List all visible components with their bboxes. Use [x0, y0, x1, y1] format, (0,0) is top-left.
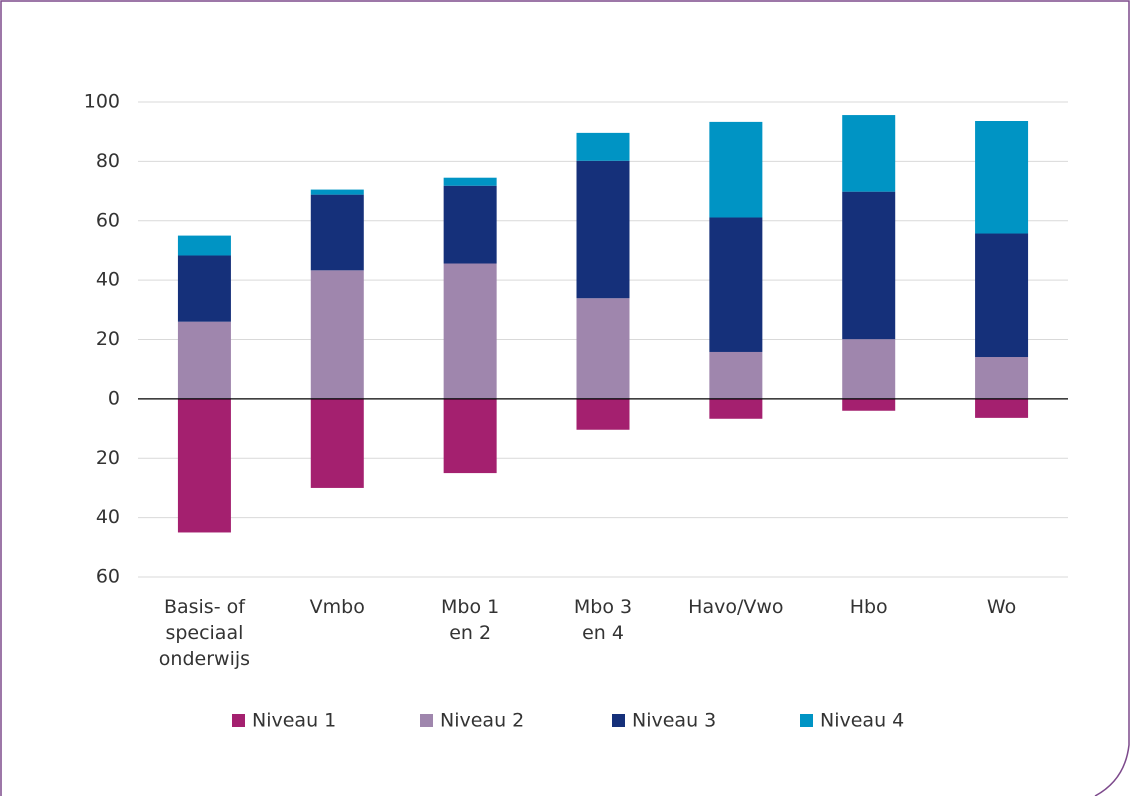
bar-segment [842, 398, 896, 411]
legend-swatch [612, 714, 625, 727]
legend-label: Niveau 2 [440, 710, 524, 732]
bar-segment [842, 191, 896, 340]
legend-label: Niveau 3 [632, 710, 716, 732]
bar-segment [709, 217, 763, 352]
legend-label: Niveau 1 [252, 710, 336, 732]
y-tick-label: 20 [96, 447, 120, 469]
x-tick-label: Wo [986, 596, 1017, 618]
bar-segment [842, 339, 896, 399]
bar-segment [709, 351, 763, 399]
x-tick-label: Mbo 1 en 2 [441, 596, 500, 644]
bar-segment [443, 185, 497, 264]
bar-segment [310, 270, 364, 399]
x-tick-label: Vmbo [309, 596, 365, 618]
bar-segment [443, 263, 497, 399]
bar-segment [576, 160, 630, 299]
x-tick-label: Havo/Vwo [688, 596, 784, 618]
bar-segment [576, 398, 630, 430]
bar-segment [975, 233, 1029, 358]
bar-segment [177, 398, 231, 533]
legend-swatch [232, 714, 245, 727]
y-tick-label: 40 [96, 506, 120, 528]
bar-segment [443, 177, 497, 186]
bar-segment [443, 398, 497, 474]
bar-segment [576, 132, 630, 161]
legend-swatch [800, 714, 813, 727]
y-tick-label: 80 [96, 150, 120, 172]
y-tick-label: 60 [96, 566, 120, 588]
bar-segment [177, 235, 231, 256]
bar-segment [177, 255, 231, 322]
y-tick-label: 100 [84, 91, 120, 113]
x-tick-label: Basis- of speciaal onderwijs [158, 596, 251, 670]
legend-swatch [420, 714, 433, 727]
bar-segment [709, 121, 763, 218]
bar-segment [310, 189, 364, 195]
bar-segment [310, 398, 364, 488]
y-tick-label: 60 [96, 209, 120, 231]
bar-segment [576, 298, 630, 399]
y-tick-label: 20 [96, 328, 120, 350]
bar-segment [975, 398, 1029, 418]
y-tick-label: 0 [108, 387, 120, 409]
x-tick-label: Hbo [849, 596, 888, 618]
bar-segment [177, 321, 231, 399]
bar-segment [842, 115, 896, 192]
bar-segment [709, 398, 763, 419]
y-tick-label: 40 [96, 269, 120, 291]
bar-segment [310, 194, 364, 271]
bar-segment [975, 357, 1029, 399]
bar-segment [975, 121, 1029, 234]
legend-label: Niveau 4 [820, 710, 904, 732]
x-tick-label: Mbo 3 en 4 [573, 596, 633, 644]
